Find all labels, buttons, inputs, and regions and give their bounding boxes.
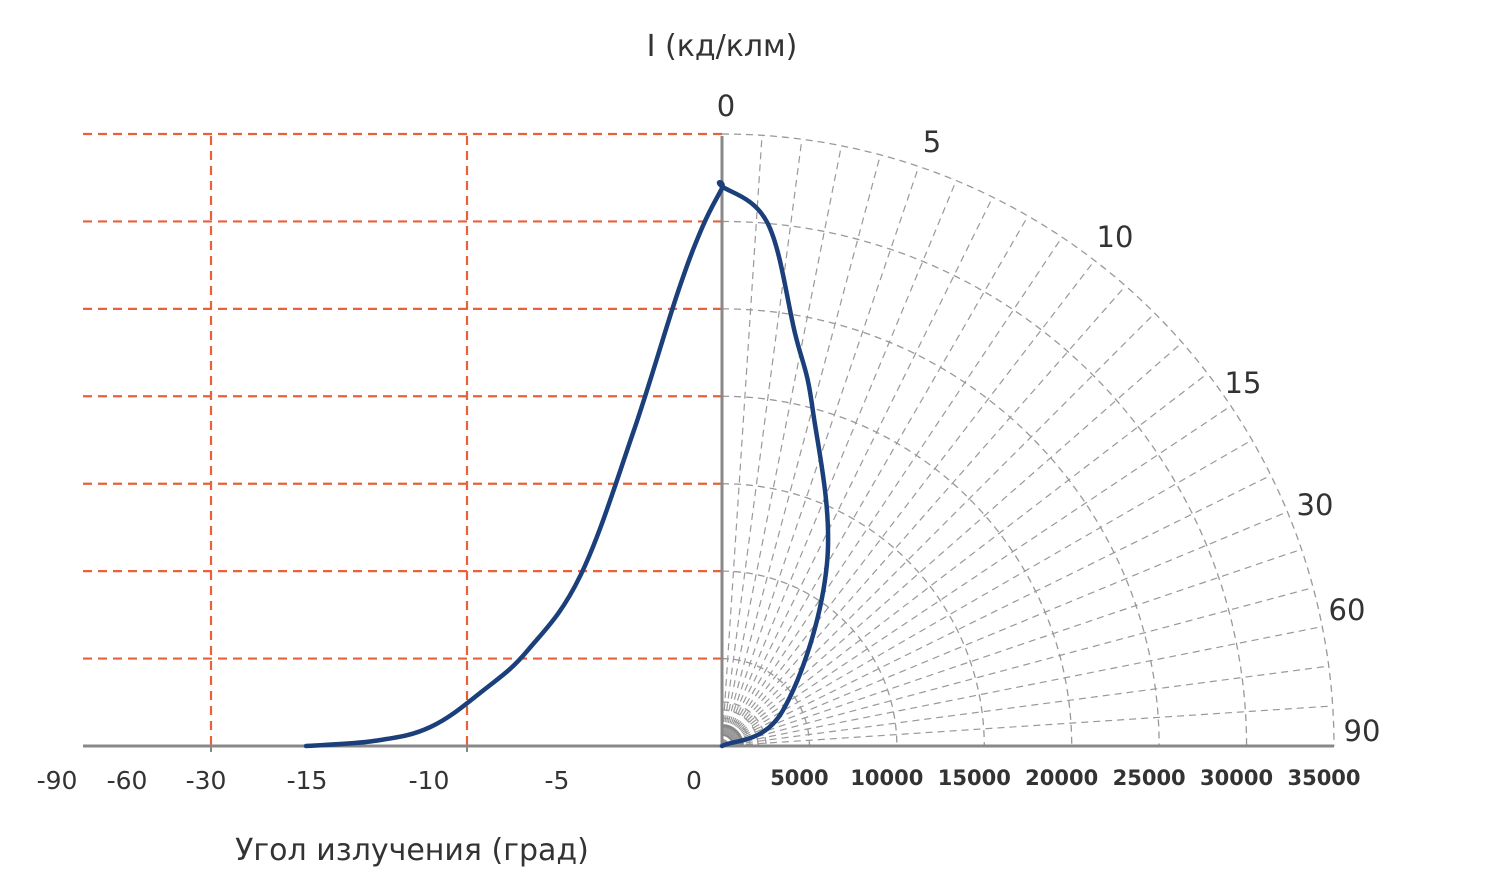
right-tick-label: 25000 (1113, 766, 1186, 790)
y-axis-title: I (кд/клм) (647, 29, 798, 64)
polar-radial-line (721, 154, 881, 747)
right-tick-label: 10000 (850, 766, 923, 790)
axes (83, 136, 1334, 752)
polar-radial-line (721, 196, 994, 747)
left-tick-label: -15 (287, 766, 328, 795)
left-tick-label: -60 (107, 766, 148, 795)
right-tick-label: 20000 (1025, 766, 1098, 790)
left-tick-label: -30 (186, 766, 227, 795)
polar-radial-line (721, 548, 1302, 747)
right-tick-label: 30000 (1200, 766, 1273, 790)
polar-arc (721, 724, 744, 747)
polar-radial-line (721, 312, 1156, 747)
polar-arc (721, 133, 1335, 747)
polar-angle-label: 90 (1344, 714, 1381, 748)
polar-arc (721, 483, 985, 747)
polar-radial-line (721, 439, 1253, 747)
polar-radial-line (721, 705, 1333, 747)
polar-radial-line (721, 215, 1029, 747)
polar-radial-line (721, 260, 1096, 747)
polar-radial-line (721, 626, 1323, 747)
polar-radial-line (721, 180, 957, 747)
polar-angle-label: 0 (717, 89, 735, 123)
polar-radial-line (721, 342, 1183, 747)
right-tick-label: 35000 (1287, 766, 1360, 790)
left-tick-label: 0 (686, 766, 702, 795)
polar-radial-line (721, 372, 1208, 747)
polar-angle-label: 5 (923, 125, 941, 159)
polar-radial-line (721, 236, 1063, 747)
labels: I (кд/клм) Угол излучения (град) -90 -60 -30… (37, 29, 1381, 868)
polar-radial-line (721, 139, 803, 747)
polar-radial-line (721, 665, 1329, 747)
polar-radial-line (721, 474, 1272, 747)
x-axis-title: Угол излучения (град) (235, 833, 589, 868)
cartesian-grid (83, 132, 722, 746)
polar-angle-label: 30 (1297, 488, 1334, 522)
polar-radial-line (721, 285, 1126, 747)
polar-arc (721, 220, 1248, 747)
polar-arc (721, 308, 1160, 747)
polar-radial-line (721, 587, 1314, 747)
polar-angle-label: 10 (1097, 220, 1134, 254)
polar-grid (721, 133, 1335, 747)
polar-arc (721, 657, 811, 747)
left-tick-label: -10 (409, 766, 450, 795)
polar-angle-label: 60 (1329, 593, 1366, 627)
polar-arc (721, 701, 767, 747)
right-tick-label: 15000 (938, 766, 1011, 790)
polar-arc (721, 717, 751, 747)
polar-radial-line (721, 135, 763, 747)
polar-angle-label: 15 (1225, 366, 1262, 400)
left-tick-label: -5 (545, 766, 570, 795)
intensity-curve (303, 180, 831, 749)
right-tick-label: 5000 (770, 766, 828, 790)
polar-radial-line (721, 405, 1232, 747)
polar-radial-line (721, 511, 1288, 747)
polar-radial-line (721, 145, 842, 747)
left-tick-label: -90 (37, 766, 78, 795)
curve-layer (303, 180, 831, 749)
